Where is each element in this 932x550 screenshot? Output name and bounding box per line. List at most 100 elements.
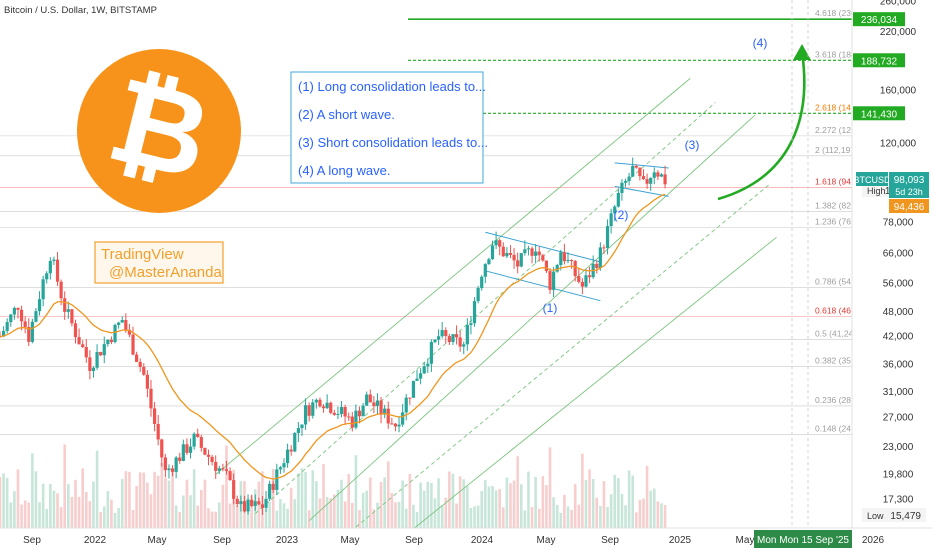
volume-bar xyxy=(555,504,559,528)
fib-level-label: 2 (112,197) xyxy=(815,145,858,155)
candle-body xyxy=(170,468,175,472)
candle-body xyxy=(649,177,653,184)
volume-bar xyxy=(606,506,609,528)
candle-body xyxy=(34,311,38,322)
candle-body xyxy=(641,176,646,180)
candle-body xyxy=(659,174,664,177)
volume-bar xyxy=(225,445,228,528)
candle-body xyxy=(250,499,254,506)
candle-body xyxy=(214,461,218,471)
volume-bar xyxy=(534,476,537,528)
candle-body xyxy=(124,320,128,330)
candle-body xyxy=(401,412,405,425)
volume-bar xyxy=(221,484,225,528)
volume-bar xyxy=(0,477,2,528)
volume-bar xyxy=(135,485,138,528)
candle-body xyxy=(332,412,336,415)
candle-body xyxy=(311,402,315,416)
volume-bar xyxy=(92,481,95,528)
price-axis xyxy=(852,0,932,550)
fib-level-label: 1.382 (82,964) xyxy=(815,200,870,210)
countdown-value: 5d 23h xyxy=(895,187,923,197)
candle-body xyxy=(573,261,577,277)
volume-bar xyxy=(271,469,275,528)
volume-bar xyxy=(613,474,617,528)
volume-bar xyxy=(595,497,599,528)
volume-bar xyxy=(110,499,113,528)
volume-bar xyxy=(333,494,336,528)
chart-title: Bitcoin / U.S. Dollar, 1W, BITSTAMP xyxy=(4,5,157,16)
fib-level-label: 0.618 (46,826) xyxy=(815,305,870,315)
candle-body xyxy=(426,363,430,367)
candle-body xyxy=(275,469,279,490)
candle-body xyxy=(138,361,142,367)
price-badge-label: 236,034 xyxy=(861,15,898,26)
volume-bar xyxy=(620,494,624,528)
candle-body xyxy=(300,424,304,429)
price-tick-label: 48,000 xyxy=(883,307,914,318)
candle-body xyxy=(307,405,311,416)
volume-bar xyxy=(437,478,440,528)
volume-bar xyxy=(376,502,379,528)
ema-line xyxy=(0,193,666,480)
candle-body xyxy=(638,167,642,177)
volume-bar xyxy=(164,477,167,528)
candle-body xyxy=(135,354,139,362)
volume-bar xyxy=(336,489,340,528)
volume-bar xyxy=(462,479,466,528)
candle-body xyxy=(321,406,326,409)
volume-bar xyxy=(548,447,552,528)
volume-bar xyxy=(599,505,602,528)
candle-body xyxy=(544,260,549,272)
volume-bar xyxy=(138,472,142,528)
volume-bar xyxy=(509,483,512,528)
flag-line xyxy=(614,162,669,169)
volume-bar xyxy=(476,505,480,528)
volume-bar xyxy=(469,507,473,528)
candle-body xyxy=(293,432,297,452)
volume-bar xyxy=(415,511,419,528)
candle-body xyxy=(142,366,146,375)
volume-bar xyxy=(627,470,631,528)
candle-body xyxy=(569,260,574,262)
price-tick-label: 19,800 xyxy=(883,470,914,481)
volume-bar xyxy=(315,481,318,528)
volume-bar xyxy=(444,497,448,528)
volume-bar xyxy=(74,479,77,528)
volume-bar xyxy=(156,475,160,528)
candle-body xyxy=(577,276,581,282)
volume-bar xyxy=(178,512,182,528)
volume-bar xyxy=(146,482,149,528)
volume-bar xyxy=(455,503,458,528)
candle-body xyxy=(174,457,178,472)
crosshair-date-label: Mon Mon 15 Sep '25 xyxy=(757,535,849,546)
flag-line xyxy=(485,231,601,263)
time-axis xyxy=(0,528,932,550)
volume-bar xyxy=(120,478,124,528)
volume-bar xyxy=(70,496,74,528)
volume-bar xyxy=(325,497,329,528)
volume-bar xyxy=(340,479,343,528)
candle-body xyxy=(350,416,354,428)
candle-body xyxy=(156,423,160,440)
candle-body xyxy=(70,309,74,324)
candle-body xyxy=(81,344,85,348)
candle-body xyxy=(494,240,498,246)
volume-bar xyxy=(584,480,588,528)
time-tick-label: Sep xyxy=(601,535,619,546)
wave-label: (4) xyxy=(753,36,768,50)
volume-bar xyxy=(401,480,404,528)
candle-body xyxy=(163,457,167,471)
flag-line xyxy=(485,270,601,302)
candle-body xyxy=(476,288,480,302)
fib-level-label: 0.5 (41,244) xyxy=(815,329,861,339)
volume-bar xyxy=(368,477,372,528)
candle-body xyxy=(145,374,149,389)
candle-body xyxy=(303,405,308,425)
candle-body xyxy=(372,402,376,406)
volume-bar xyxy=(566,506,570,528)
candle-body xyxy=(433,339,437,343)
candle-body xyxy=(185,444,189,453)
